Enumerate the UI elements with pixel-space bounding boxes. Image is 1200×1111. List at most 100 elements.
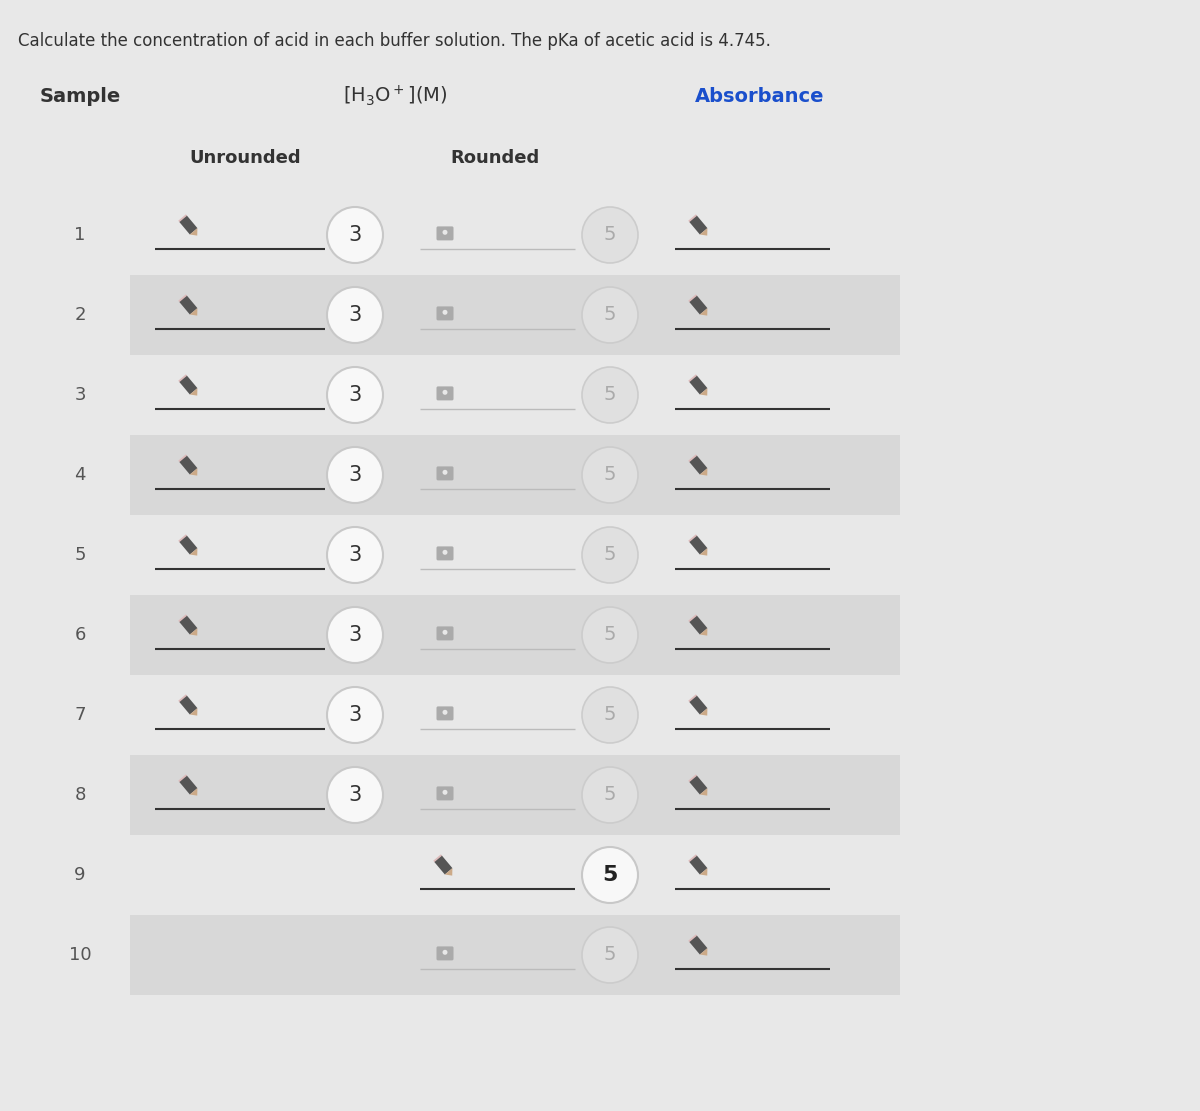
Bar — [130, 276, 900, 356]
Text: 6: 6 — [74, 625, 85, 644]
Text: 5: 5 — [604, 306, 617, 324]
Bar — [179, 775, 198, 794]
Circle shape — [443, 950, 448, 954]
Bar — [689, 694, 697, 702]
Circle shape — [443, 230, 448, 234]
Polygon shape — [445, 868, 452, 875]
Circle shape — [582, 687, 638, 743]
Circle shape — [582, 207, 638, 263]
Polygon shape — [700, 708, 708, 715]
Circle shape — [443, 630, 448, 634]
Bar — [689, 695, 708, 714]
Polygon shape — [700, 228, 708, 236]
Text: 5: 5 — [604, 546, 617, 564]
Text: 9: 9 — [74, 865, 85, 884]
Circle shape — [582, 607, 638, 663]
Text: 5: 5 — [604, 386, 617, 404]
Circle shape — [582, 527, 638, 583]
Bar — [689, 376, 708, 394]
Text: 3: 3 — [74, 386, 85, 404]
Text: 5: 5 — [604, 226, 617, 244]
Polygon shape — [190, 228, 198, 236]
Text: 8: 8 — [74, 785, 85, 804]
Bar — [130, 595, 900, 675]
Polygon shape — [700, 788, 708, 795]
Bar — [434, 855, 452, 874]
Text: 3: 3 — [348, 306, 361, 326]
Circle shape — [582, 287, 638, 343]
Polygon shape — [700, 388, 708, 396]
Bar — [689, 454, 697, 462]
Circle shape — [326, 607, 383, 663]
Text: 5: 5 — [604, 625, 617, 644]
FancyBboxPatch shape — [437, 547, 454, 560]
Text: 5: 5 — [604, 705, 617, 724]
Bar — [179, 614, 187, 622]
Bar — [179, 536, 198, 554]
Bar — [689, 534, 697, 542]
Circle shape — [582, 767, 638, 823]
Circle shape — [326, 767, 383, 823]
Text: 10: 10 — [68, 945, 91, 964]
Bar — [179, 294, 187, 302]
Bar — [179, 695, 198, 714]
Bar — [689, 536, 708, 554]
Polygon shape — [190, 308, 198, 316]
Bar — [179, 216, 198, 234]
Bar — [179, 774, 187, 782]
Bar — [689, 214, 697, 222]
Bar — [179, 214, 187, 222]
Circle shape — [326, 527, 383, 583]
Circle shape — [326, 207, 383, 263]
Bar — [130, 755, 900, 835]
Text: Calculate the concentration of acid in each buffer solution. The pKa of acetic a: Calculate the concentration of acid in e… — [18, 32, 770, 50]
Bar — [689, 934, 697, 942]
FancyBboxPatch shape — [437, 707, 454, 720]
Text: $[\mathrm{H_3O^+}]\mathrm{(M)}$: $[\mathrm{H_3O^+}]\mathrm{(M)}$ — [343, 83, 448, 108]
Bar — [689, 374, 697, 382]
Text: 5: 5 — [602, 865, 618, 885]
Text: 3: 3 — [348, 785, 361, 805]
Bar — [179, 374, 187, 382]
Bar — [689, 456, 708, 474]
Text: 3: 3 — [348, 386, 361, 406]
Bar — [689, 296, 708, 314]
Text: 4: 4 — [74, 466, 85, 484]
Bar — [130, 436, 900, 516]
Text: Rounded: Rounded — [450, 149, 540, 167]
Text: 3: 3 — [348, 625, 361, 645]
Polygon shape — [700, 868, 708, 875]
Polygon shape — [190, 388, 198, 396]
Text: 5: 5 — [604, 945, 617, 964]
Text: 3: 3 — [348, 705, 361, 725]
Circle shape — [326, 287, 383, 343]
Circle shape — [582, 367, 638, 423]
Text: 1: 1 — [74, 226, 85, 244]
Bar — [179, 456, 198, 474]
Bar — [689, 854, 697, 862]
Bar — [689, 294, 697, 302]
Circle shape — [582, 847, 638, 903]
FancyBboxPatch shape — [437, 387, 454, 400]
Circle shape — [443, 550, 448, 554]
Text: Absorbance: Absorbance — [695, 87, 824, 106]
Polygon shape — [190, 708, 198, 715]
FancyBboxPatch shape — [437, 307, 454, 320]
Bar — [689, 855, 708, 874]
Bar — [689, 615, 708, 634]
Circle shape — [582, 447, 638, 503]
Polygon shape — [700, 308, 708, 316]
Text: 5: 5 — [74, 546, 85, 564]
Polygon shape — [190, 468, 198, 476]
Polygon shape — [700, 628, 708, 635]
Bar — [130, 915, 900, 995]
FancyBboxPatch shape — [437, 467, 454, 480]
Circle shape — [443, 710, 448, 714]
Bar — [433, 854, 442, 862]
Polygon shape — [700, 468, 708, 476]
Text: 3: 3 — [348, 466, 361, 486]
Bar — [179, 615, 198, 634]
Polygon shape — [190, 628, 198, 635]
Circle shape — [326, 447, 383, 503]
Text: Unrounded: Unrounded — [190, 149, 301, 167]
